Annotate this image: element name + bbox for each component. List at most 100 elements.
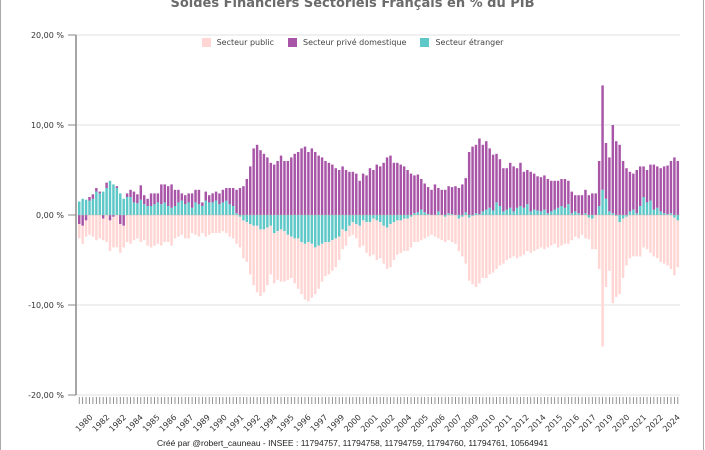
bar-private — [266, 157, 269, 215]
bar-public — [242, 220, 245, 259]
bar-public — [245, 222, 249, 262]
bar-public — [238, 216, 242, 248]
legend-item-foreign[interactable]: Secteur étranger — [420, 38, 503, 47]
bar-foreign — [502, 211, 505, 215]
bar-private — [279, 155, 283, 215]
bar-public — [166, 215, 170, 242]
bar-foreign — [365, 215, 368, 223]
legend-item-private[interactable]: Secteur privé domestique — [288, 38, 406, 47]
bar-public — [450, 215, 454, 242]
bar-public — [324, 242, 327, 277]
bar-foreign — [293, 215, 296, 239]
bar-foreign — [259, 215, 262, 230]
bar-private — [591, 193, 594, 215]
bar-public — [385, 227, 389, 269]
x-tick-label: 2007 — [443, 413, 464, 434]
bar-private — [512, 166, 515, 212]
bar-public — [638, 215, 642, 257]
bar-private — [666, 165, 669, 215]
bar-public — [173, 215, 177, 239]
bar-foreign — [635, 213, 638, 215]
bar-public — [529, 215, 532, 253]
bar-foreign — [505, 209, 509, 215]
bar-foreign — [214, 200, 218, 215]
bar-foreign — [402, 215, 406, 219]
bar-foreign — [78, 201, 81, 215]
bar-foreign — [194, 202, 197, 215]
bar-public — [375, 220, 379, 260]
bar-public — [659, 215, 662, 262]
bar-public — [368, 222, 372, 257]
bar-public — [645, 215, 649, 250]
bar-foreign — [207, 202, 211, 215]
bar-private — [485, 141, 488, 210]
bar-foreign — [242, 215, 245, 221]
bar-private — [101, 215, 105, 219]
bar-private — [471, 146, 474, 215]
bar-public — [553, 215, 556, 244]
bar-private — [331, 164, 334, 215]
bar-public — [125, 215, 129, 242]
bar-foreign — [625, 215, 628, 217]
bar-private — [443, 189, 447, 215]
bar-private — [638, 166, 642, 206]
bar-public — [522, 215, 526, 255]
bar-private — [406, 170, 409, 215]
x-tick-label: 2016 — [560, 413, 581, 434]
bar-foreign — [136, 203, 139, 215]
x-tick-label: 1982 — [107, 413, 128, 434]
bar-private — [402, 166, 406, 215]
bar-foreign — [560, 206, 563, 215]
bar-foreign — [190, 207, 194, 215]
bar-private — [365, 175, 368, 215]
bar-private — [344, 170, 348, 215]
bar-public — [676, 220, 680, 268]
bar-private — [673, 157, 676, 215]
bar-private — [136, 194, 139, 204]
legend-label-public: Secteur public — [216, 38, 275, 47]
x-tick-label: 1982 — [91, 413, 112, 434]
bar-foreign — [108, 180, 112, 215]
bar-public — [471, 215, 474, 285]
bar-private — [317, 155, 320, 215]
bar-private — [173, 189, 177, 206]
bar-foreign — [591, 215, 594, 219]
bar-public — [266, 227, 269, 286]
y-tick-label: -20,00 % — [28, 391, 64, 400]
bar-private — [649, 164, 652, 201]
bar-private — [529, 171, 532, 212]
bar-private — [669, 161, 673, 214]
bar-private — [231, 188, 235, 206]
legend-item-public[interactable]: Secteur public — [201, 38, 275, 47]
bar-foreign — [276, 215, 279, 232]
bar-foreign — [457, 215, 461, 219]
bar-private — [543, 175, 546, 210]
bar-public — [591, 218, 594, 250]
bar-private — [95, 188, 98, 192]
bar-foreign — [515, 207, 519, 215]
bar-private — [584, 189, 587, 214]
bar-foreign — [659, 211, 662, 215]
bar-private — [156, 193, 160, 203]
bar-public — [615, 215, 618, 297]
bar-private — [481, 144, 485, 212]
bar-public — [392, 222, 396, 260]
bar-private — [105, 182, 108, 188]
bar-public — [625, 216, 628, 266]
bar-public — [78, 224, 81, 239]
bar-private — [474, 144, 478, 214]
bar-foreign — [618, 215, 621, 223]
bar-foreign — [621, 215, 625, 219]
bar-public — [423, 215, 426, 239]
bar-foreign — [584, 213, 587, 215]
bar-private — [426, 187, 430, 215]
bar-private — [337, 170, 341, 215]
bar-public — [515, 215, 519, 259]
x-tick-label: 1996 — [292, 413, 313, 434]
bar-foreign — [98, 193, 101, 215]
bar-private — [515, 168, 519, 208]
bar-public — [526, 215, 529, 251]
bar-private — [461, 184, 464, 215]
bar-public — [666, 215, 669, 266]
bar-foreign — [101, 191, 105, 215]
